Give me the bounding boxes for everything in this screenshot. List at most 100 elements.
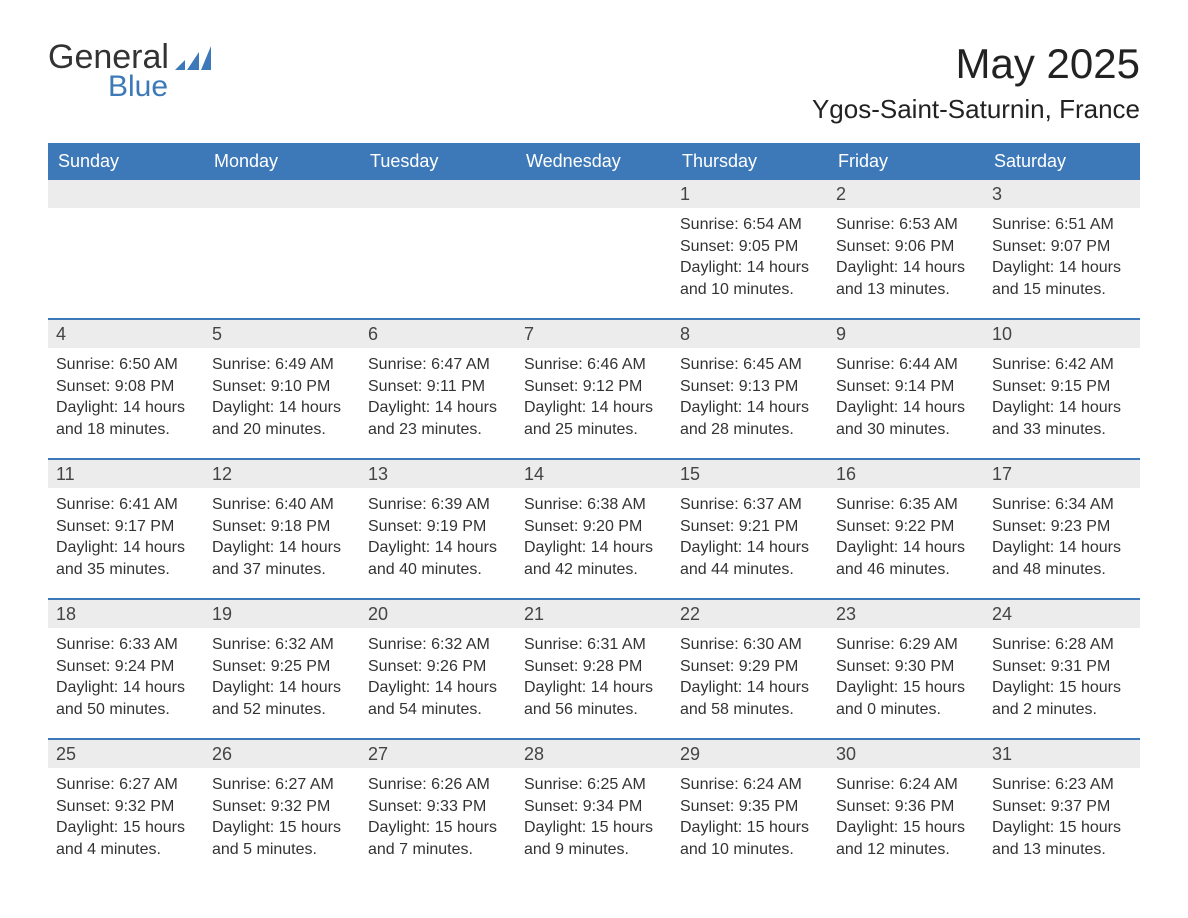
daylight1-line: Daylight: 14 hours <box>212 397 352 419</box>
daylight2-line: and 37 minutes. <box>212 559 352 581</box>
day-number: 8 <box>672 320 828 348</box>
day-number: 10 <box>984 320 1140 348</box>
sunset-line: Sunset: 9:31 PM <box>992 656 1132 678</box>
week-row: 4Sunrise: 6:50 AMSunset: 9:08 PMDaylight… <box>48 318 1140 458</box>
day-cell: 8Sunrise: 6:45 AMSunset: 9:13 PMDaylight… <box>672 320 828 458</box>
sunrise-line: Sunrise: 6:49 AM <box>212 354 352 376</box>
day-cell: 21Sunrise: 6:31 AMSunset: 9:28 PMDayligh… <box>516 600 672 738</box>
day-number: 4 <box>48 320 204 348</box>
sunset-line: Sunset: 9:13 PM <box>680 376 820 398</box>
daylight1-line: Daylight: 15 hours <box>992 817 1132 839</box>
day-content: Sunrise: 6:31 AMSunset: 9:28 PMDaylight:… <box>516 628 672 728</box>
day-number: 27 <box>360 740 516 768</box>
sunset-line: Sunset: 9:10 PM <box>212 376 352 398</box>
sunset-line: Sunset: 9:14 PM <box>836 376 976 398</box>
day-number: 3 <box>984 180 1140 208</box>
sunrise-line: Sunrise: 6:35 AM <box>836 494 976 516</box>
day-number: 9 <box>828 320 984 348</box>
day-content: Sunrise: 6:27 AMSunset: 9:32 PMDaylight:… <box>48 768 204 868</box>
day-number: 6 <box>360 320 516 348</box>
week-row: 11Sunrise: 6:41 AMSunset: 9:17 PMDayligh… <box>48 458 1140 598</box>
daylight1-line: Daylight: 14 hours <box>680 677 820 699</box>
daylight1-line: Daylight: 14 hours <box>524 537 664 559</box>
daylight2-line: and 48 minutes. <box>992 559 1132 581</box>
sunrise-line: Sunrise: 6:53 AM <box>836 214 976 236</box>
sunset-line: Sunset: 9:21 PM <box>680 516 820 538</box>
logo: General Blue <box>48 40 211 104</box>
daylight2-line: and 33 minutes. <box>992 419 1132 441</box>
sunrise-line: Sunrise: 6:23 AM <box>992 774 1132 796</box>
sunrise-line: Sunrise: 6:31 AM <box>524 634 664 656</box>
weekday-header: Tuesday <box>360 143 516 180</box>
day-number: 13 <box>360 460 516 488</box>
day-cell: 5Sunrise: 6:49 AMSunset: 9:10 PMDaylight… <box>204 320 360 458</box>
sunset-line: Sunset: 9:37 PM <box>992 796 1132 818</box>
day-content: Sunrise: 6:23 AMSunset: 9:37 PMDaylight:… <box>984 768 1140 868</box>
daylight2-line: and 9 minutes. <box>524 839 664 861</box>
day-cell: 19Sunrise: 6:32 AMSunset: 9:25 PMDayligh… <box>204 600 360 738</box>
day-cell: 7Sunrise: 6:46 AMSunset: 9:12 PMDaylight… <box>516 320 672 458</box>
day-cell: 1Sunrise: 6:54 AMSunset: 9:05 PMDaylight… <box>672 180 828 318</box>
day-content: Sunrise: 6:50 AMSunset: 9:08 PMDaylight:… <box>48 348 204 448</box>
daylight2-line: and 15 minutes. <box>992 279 1132 301</box>
day-cell: 25Sunrise: 6:27 AMSunset: 9:32 PMDayligh… <box>48 740 204 878</box>
weekday-header: Wednesday <box>516 143 672 180</box>
sunrise-line: Sunrise: 6:45 AM <box>680 354 820 376</box>
sunset-line: Sunset: 9:23 PM <box>992 516 1132 538</box>
sunrise-line: Sunrise: 6:46 AM <box>524 354 664 376</box>
logo-text-general: General <box>48 40 169 74</box>
daylight2-line: and 56 minutes. <box>524 699 664 721</box>
month-title: May 2025 <box>812 40 1140 88</box>
sunset-line: Sunset: 9:25 PM <box>212 656 352 678</box>
daylight2-line: and 58 minutes. <box>680 699 820 721</box>
day-number: 29 <box>672 740 828 768</box>
daylight2-line: and 13 minutes. <box>836 279 976 301</box>
day-content: Sunrise: 6:29 AMSunset: 9:30 PMDaylight:… <box>828 628 984 728</box>
day-number: 11 <box>48 460 204 488</box>
daylight1-line: Daylight: 14 hours <box>56 677 196 699</box>
day-number: 30 <box>828 740 984 768</box>
day-cell: 28Sunrise: 6:25 AMSunset: 9:34 PMDayligh… <box>516 740 672 878</box>
day-number: 15 <box>672 460 828 488</box>
daylight2-line: and 40 minutes. <box>368 559 508 581</box>
daylight2-line: and 44 minutes. <box>680 559 820 581</box>
daylight2-line: and 52 minutes. <box>212 699 352 721</box>
day-content: Sunrise: 6:32 AMSunset: 9:26 PMDaylight:… <box>360 628 516 728</box>
daylight1-line: Daylight: 14 hours <box>212 677 352 699</box>
daylight1-line: Daylight: 15 hours <box>56 817 196 839</box>
daylight1-line: Daylight: 14 hours <box>992 397 1132 419</box>
day-content: Sunrise: 6:44 AMSunset: 9:14 PMDaylight:… <box>828 348 984 448</box>
day-cell: 2Sunrise: 6:53 AMSunset: 9:06 PMDaylight… <box>828 180 984 318</box>
sunrise-line: Sunrise: 6:33 AM <box>56 634 196 656</box>
daylight2-line: and 5 minutes. <box>212 839 352 861</box>
daylight1-line: Daylight: 15 hours <box>368 817 508 839</box>
day-content: Sunrise: 6:35 AMSunset: 9:22 PMDaylight:… <box>828 488 984 588</box>
sunset-line: Sunset: 9:15 PM <box>992 376 1132 398</box>
weekday-header: Sunday <box>48 143 204 180</box>
sunset-line: Sunset: 9:26 PM <box>368 656 508 678</box>
daylight2-line: and 10 minutes. <box>680 839 820 861</box>
daylight1-line: Daylight: 14 hours <box>680 537 820 559</box>
sunset-line: Sunset: 9:35 PM <box>680 796 820 818</box>
daylight1-line: Daylight: 14 hours <box>56 537 196 559</box>
day-number: 17 <box>984 460 1140 488</box>
day-number: 16 <box>828 460 984 488</box>
daylight2-line: and 13 minutes. <box>992 839 1132 861</box>
day-content: Sunrise: 6:24 AMSunset: 9:36 PMDaylight:… <box>828 768 984 868</box>
day-content: Sunrise: 6:30 AMSunset: 9:29 PMDaylight:… <box>672 628 828 728</box>
day-content: Sunrise: 6:33 AMSunset: 9:24 PMDaylight:… <box>48 628 204 728</box>
sunset-line: Sunset: 9:32 PM <box>56 796 196 818</box>
day-cell: 23Sunrise: 6:29 AMSunset: 9:30 PMDayligh… <box>828 600 984 738</box>
daylight2-line: and 18 minutes. <box>56 419 196 441</box>
day-number: 28 <box>516 740 672 768</box>
day-number: 26 <box>204 740 360 768</box>
weekday-header: Monday <box>204 143 360 180</box>
day-cell <box>516 180 672 318</box>
day-cell: 4Sunrise: 6:50 AMSunset: 9:08 PMDaylight… <box>48 320 204 458</box>
day-number: 19 <box>204 600 360 628</box>
sunset-line: Sunset: 9:30 PM <box>836 656 976 678</box>
sunset-line: Sunset: 9:05 PM <box>680 236 820 258</box>
daylight1-line: Daylight: 15 hours <box>212 817 352 839</box>
day-number: 21 <box>516 600 672 628</box>
sunrise-line: Sunrise: 6:44 AM <box>836 354 976 376</box>
